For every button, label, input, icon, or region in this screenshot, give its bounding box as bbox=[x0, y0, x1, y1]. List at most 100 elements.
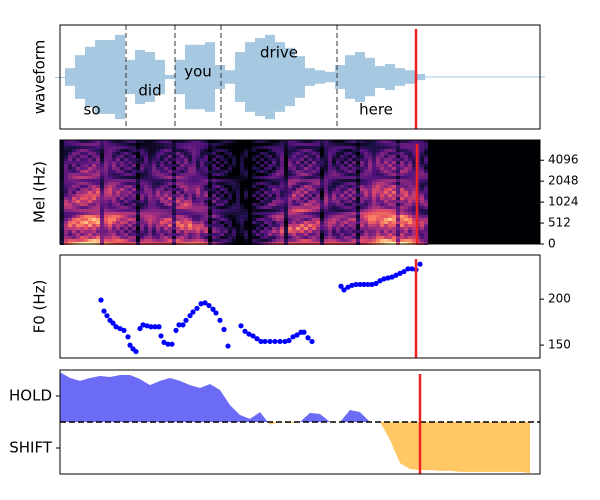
spectrogram-cell bbox=[348, 170, 352, 173]
spectrogram-cell bbox=[252, 164, 256, 167]
spectrogram-cell bbox=[396, 236, 400, 239]
spectrogram-cell bbox=[264, 221, 268, 224]
spectrogram-cell bbox=[424, 176, 428, 179]
spectrogram-cell bbox=[316, 170, 320, 173]
spectrogram-cell bbox=[284, 221, 288, 224]
spectrogram-cell bbox=[196, 146, 200, 149]
spectrogram-cell bbox=[304, 155, 308, 158]
spectrogram-cell bbox=[328, 158, 332, 161]
spectrogram-cell bbox=[392, 209, 396, 212]
spectrogram-cell bbox=[168, 182, 172, 185]
spectrogram-cell bbox=[200, 224, 204, 227]
spectrogram-cell bbox=[176, 176, 180, 179]
spectrogram-cell bbox=[64, 236, 68, 239]
spectrogram-cell bbox=[412, 164, 416, 167]
spectrogram-cell bbox=[92, 197, 96, 200]
spectrogram-cell bbox=[276, 209, 280, 212]
spectrogram-cell bbox=[208, 188, 212, 191]
spectrogram-cell bbox=[256, 185, 260, 188]
spectrogram-cell bbox=[196, 230, 200, 233]
spectrogram-cell bbox=[396, 143, 400, 146]
spectrogram-cell bbox=[356, 224, 360, 227]
spectrogram-cell bbox=[280, 149, 284, 152]
spectrogram-cell bbox=[84, 239, 88, 242]
spectrogram-cell bbox=[180, 227, 184, 230]
spectrogram-cell bbox=[392, 161, 396, 164]
spectrogram-cell bbox=[356, 197, 360, 200]
spectrogram-cell bbox=[116, 158, 120, 161]
spectrogram-cell bbox=[384, 155, 388, 158]
spectrogram-cell bbox=[376, 194, 380, 197]
spectrogram-cell bbox=[260, 236, 264, 239]
spectrogram-cell bbox=[376, 191, 380, 194]
spectrogram-cell bbox=[192, 182, 196, 185]
spectrogram-cell bbox=[80, 200, 84, 203]
spectrogram-cell bbox=[300, 194, 304, 197]
spectrogram-cell bbox=[352, 218, 356, 221]
spectrogram-cell bbox=[300, 197, 304, 200]
spectrogram-cell bbox=[288, 215, 292, 218]
f0-point bbox=[217, 317, 223, 323]
spectrogram-cell bbox=[120, 218, 124, 221]
spectrogram-cell bbox=[68, 176, 72, 179]
spectrogram-cell bbox=[232, 146, 236, 149]
spectrogram-cell bbox=[76, 149, 80, 152]
spectrogram-cell bbox=[412, 200, 416, 203]
spectrogram-cell bbox=[352, 206, 356, 209]
spectrogram-cell bbox=[360, 179, 364, 182]
spectrogram-cell bbox=[384, 233, 388, 236]
spectrogram-cell bbox=[192, 188, 196, 191]
spectrogram-cell bbox=[104, 230, 108, 233]
spectrogram-cell bbox=[320, 209, 324, 212]
spectrogram-cell bbox=[196, 221, 200, 224]
spectrogram-cell bbox=[208, 206, 212, 209]
spectrogram-cell bbox=[172, 221, 176, 224]
waveform-segment bbox=[445, 76, 455, 78]
spectrogram-cell bbox=[144, 224, 148, 227]
spectrogram-cell bbox=[324, 218, 328, 221]
spectrogram-cell bbox=[112, 200, 116, 203]
spectrogram-cell bbox=[328, 233, 332, 236]
spectrogram-cell bbox=[124, 206, 128, 209]
spectrogram-cell bbox=[212, 239, 216, 242]
spectrogram-cell bbox=[420, 191, 424, 194]
spectrogram-cell bbox=[372, 236, 376, 239]
spectrogram-cell bbox=[228, 224, 232, 227]
spectrogram-cell bbox=[96, 140, 100, 143]
spectrogram-cell bbox=[264, 146, 268, 149]
y-tick-label: 200 bbox=[548, 292, 571, 306]
spectrogram-cell bbox=[104, 206, 108, 209]
f0-point bbox=[169, 341, 175, 347]
spectrogram-cell bbox=[100, 230, 104, 233]
spectrogram-cell bbox=[400, 209, 404, 212]
spectrogram-cell bbox=[188, 149, 192, 152]
spectrogram-cell bbox=[380, 227, 384, 230]
spectrogram-cell bbox=[244, 200, 248, 203]
spectrogram-cell bbox=[260, 191, 264, 194]
spectrogram-cell bbox=[64, 167, 68, 170]
spectrogram-cell bbox=[388, 203, 392, 206]
spectrogram-cell bbox=[404, 185, 408, 188]
spectrogram-cell bbox=[220, 188, 224, 191]
spectrogram-cell bbox=[180, 170, 184, 173]
spectrogram-cell bbox=[140, 158, 144, 161]
spectrogram-cell bbox=[396, 239, 400, 242]
spectrogram-cell bbox=[136, 230, 140, 233]
spectrogram-cell bbox=[276, 152, 280, 155]
spectrogram-cell bbox=[244, 179, 248, 182]
spectrogram-cell bbox=[128, 167, 132, 170]
spectrogram-cell bbox=[156, 236, 160, 239]
spectrogram-cell bbox=[152, 239, 156, 242]
f0-point bbox=[294, 332, 300, 338]
spectrogram-cell bbox=[240, 149, 244, 152]
spectrogram-cell bbox=[276, 197, 280, 200]
spectrogram-cell bbox=[356, 167, 360, 170]
spectrogram-cell bbox=[348, 203, 352, 206]
word-label: you bbox=[184, 62, 212, 80]
spectrogram-cell bbox=[376, 209, 380, 212]
spectrogram-cell bbox=[136, 227, 140, 230]
waveform-segment bbox=[355, 52, 365, 102]
spectrogram-cell bbox=[336, 146, 340, 149]
spectrogram-cell bbox=[152, 164, 156, 167]
spectrogram-cell bbox=[160, 146, 164, 149]
